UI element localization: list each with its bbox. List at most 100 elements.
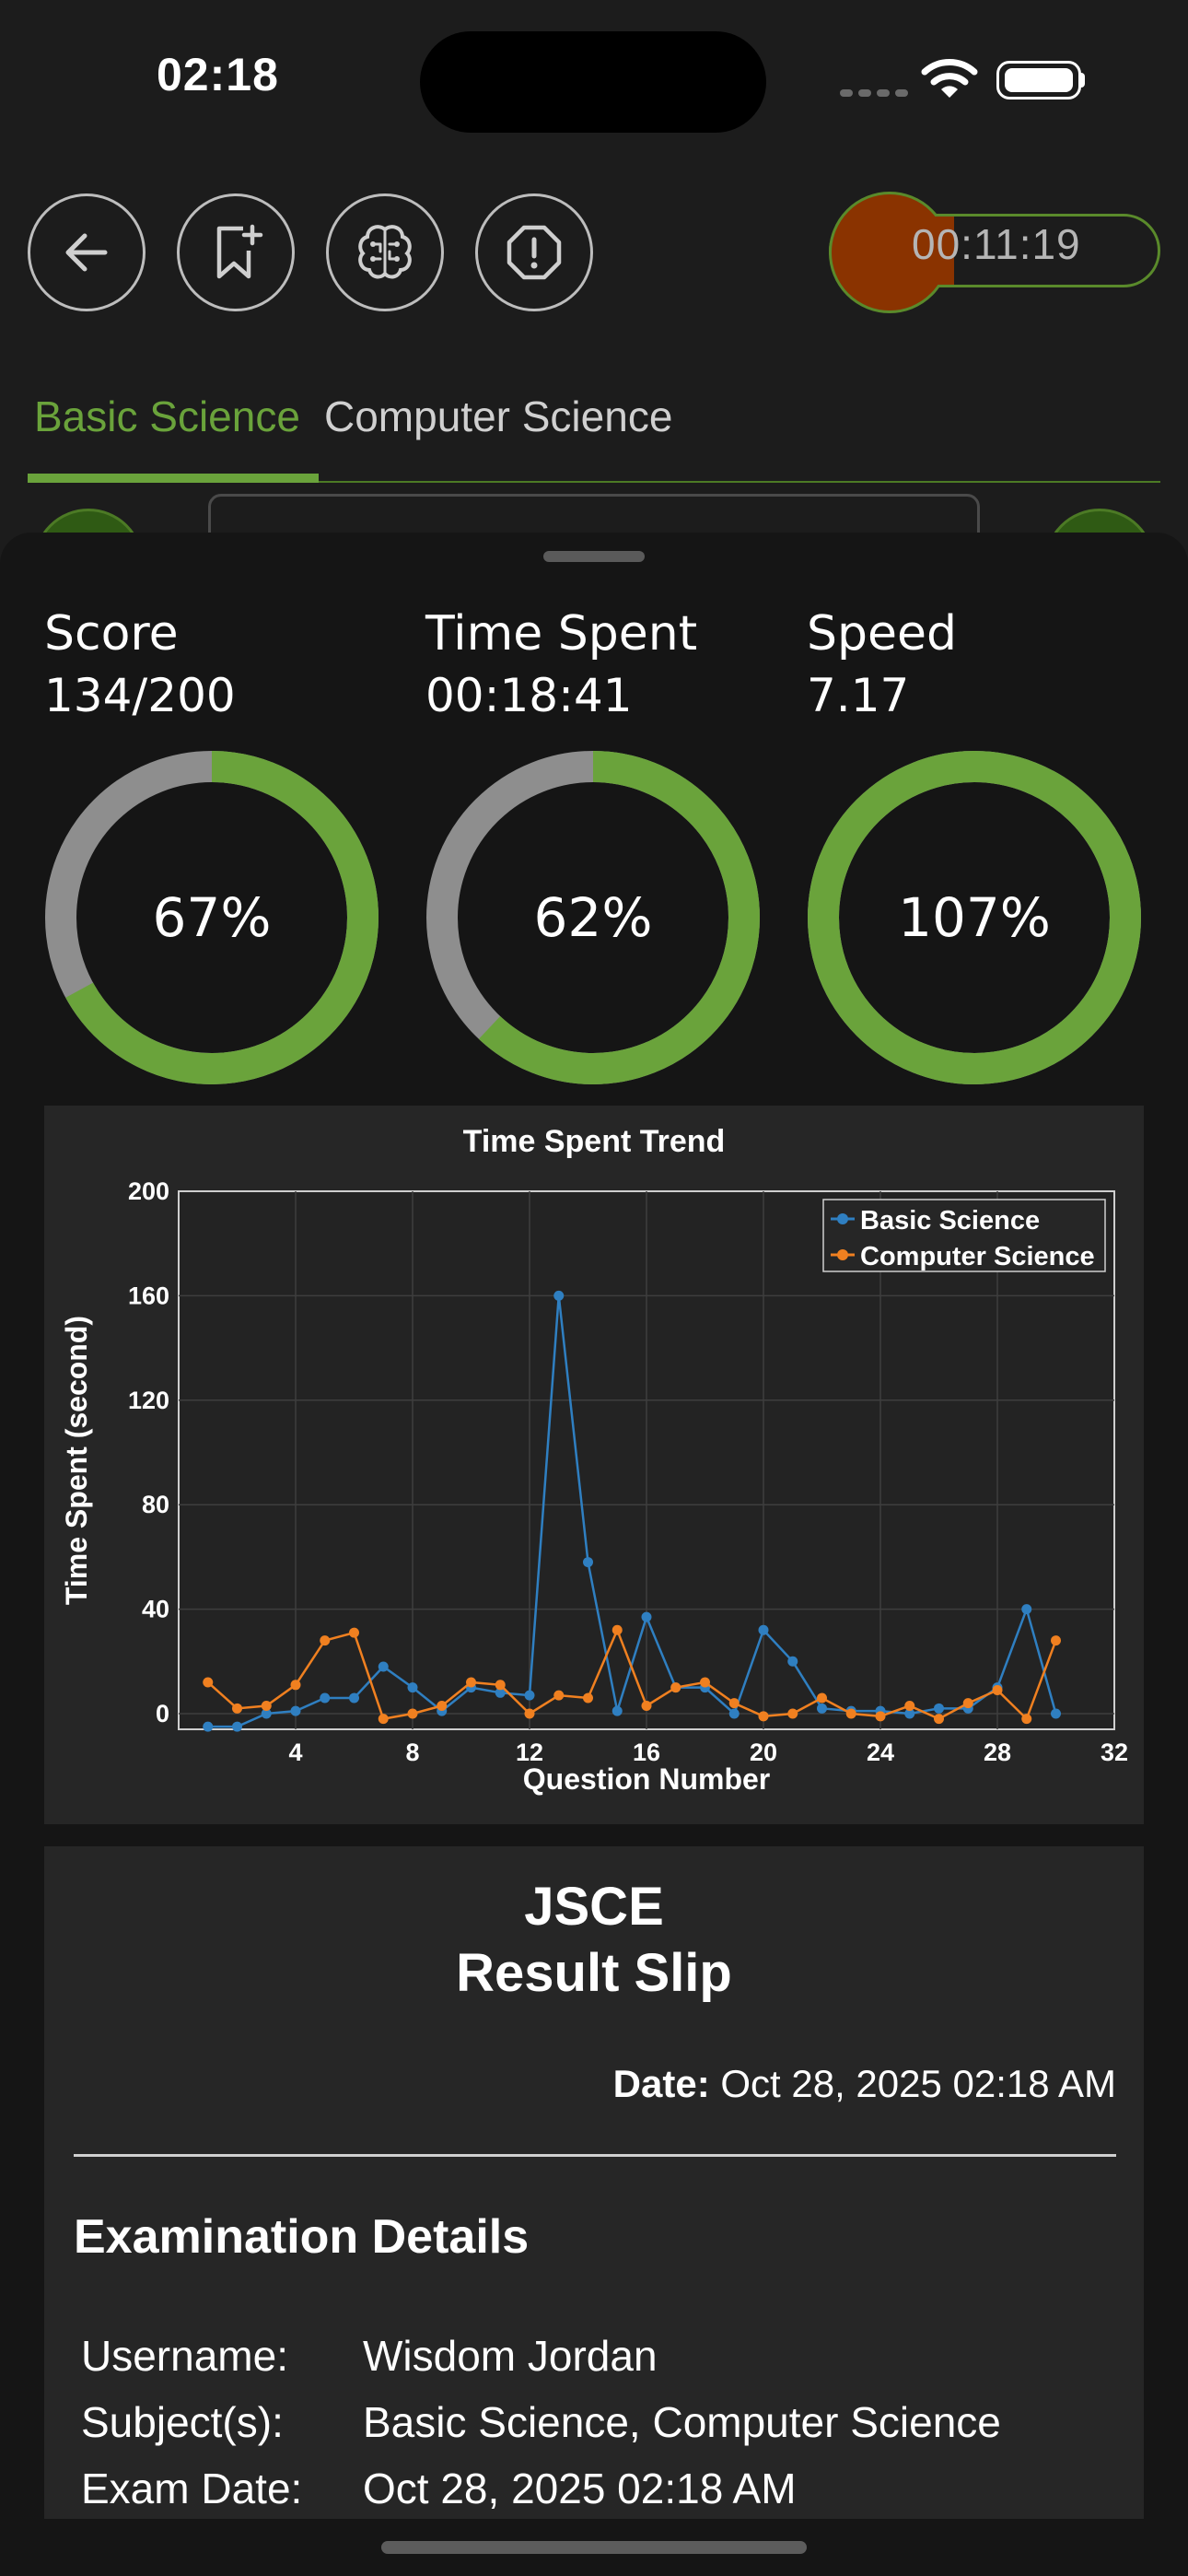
status-time: 02:18 [157, 49, 279, 100]
x-tick-label: 20 [750, 1739, 777, 1766]
exam-date-value: Oct 28, 2025 02:18 AM [363, 2465, 797, 2512]
data-point-series-1 [290, 1680, 301, 1691]
data-point-series-1 [758, 1711, 769, 1722]
x-tick-label: 12 [516, 1739, 543, 1766]
y-tick-label: 0 [156, 1700, 169, 1727]
data-point-series-1 [261, 1700, 272, 1711]
tab-active-indicator [28, 474, 319, 483]
score-label: Score [44, 606, 179, 662]
data-point-series-1 [1051, 1635, 1061, 1646]
score-donut: 67% [44, 750, 379, 1085]
time-spent-trend-card: Time Spent Trend 4 8 12 16 20 24 28 32 0 40 80 120 1… [44, 1106, 1144, 1824]
data-point-series-1 [875, 1711, 886, 1722]
bookmark-add-button[interactable] [177, 193, 295, 311]
bookmark-add-icon [216, 224, 263, 279]
data-point-series-0 [261, 1708, 272, 1719]
data-point-series-1 [407, 1708, 418, 1719]
battery-icon [996, 61, 1081, 100]
data-point-series-1 [232, 1703, 242, 1714]
data-point-series-0 [787, 1656, 798, 1667]
slip-date: Date: Oct 28, 2025 02:18 AM [613, 2062, 1116, 2106]
speed-percent: 107% [898, 886, 1051, 949]
speed-label: Speed [807, 606, 958, 662]
chart-legend: Basic Science Computer Science [822, 1199, 1106, 1272]
data-point-series-1 [845, 1708, 856, 1719]
tab-computer-science[interactable]: Computer Science [324, 392, 673, 440]
data-point-series-0 [232, 1721, 242, 1732]
time-spent-value: 00:18:41 [425, 669, 633, 722]
data-point-series-1 [378, 1714, 389, 1725]
score-value: 134/200 [44, 669, 236, 722]
data-point-series-1 [553, 1690, 565, 1701]
data-point-series-0 [1021, 1604, 1032, 1615]
dynamic-island [420, 31, 766, 133]
x-tick-label: 32 [1101, 1739, 1128, 1766]
data-point-series-1 [349, 1627, 359, 1638]
data-point-series-1 [787, 1708, 798, 1719]
data-point-series-0 [524, 1690, 535, 1701]
data-point-series-0 [758, 1624, 769, 1635]
data-point-series-0 [495, 1687, 506, 1698]
x-tick-label: 8 [405, 1739, 419, 1766]
username-value: Wisdom Jordan [363, 2332, 658, 2380]
data-point-series-0 [728, 1708, 740, 1719]
data-point-series-1 [524, 1708, 535, 1719]
username-label: Username: [81, 2332, 288, 2380]
brain-circuit-icon [358, 225, 412, 279]
alert-octagon-icon [507, 225, 562, 280]
y-tick-label: 80 [142, 1491, 169, 1518]
wifi-icon [921, 57, 978, 104]
home-indicator[interactable] [381, 2541, 807, 2554]
data-point-series-1 [495, 1680, 506, 1691]
data-point-series-0 [934, 1703, 944, 1714]
time-spent-label: Time Spent [425, 606, 698, 662]
sheet-drag-handle[interactable] [543, 551, 645, 562]
result-slip-card [44, 1846, 1144, 2519]
data-point-series-0 [203, 1721, 214, 1732]
time-spent-trend-chart: Time Spent Trend 4 8 12 16 20 24 28 32 0 40 80 120 1… [60, 1124, 1128, 1796]
data-point-series-0 [553, 1290, 565, 1301]
tab-basic-science[interactable]: Basic Science [34, 392, 300, 440]
data-point-series-1 [670, 1682, 681, 1693]
data-point-series-1 [320, 1635, 331, 1646]
data-point-series-1 [934, 1714, 944, 1725]
data-point-series-0 [349, 1692, 359, 1704]
data-point-series-1 [728, 1698, 740, 1709]
x-tick-label: 24 [867, 1739, 894, 1766]
chart-title: Time Spent Trend [463, 1124, 726, 1159]
timer-progress-fill [921, 217, 954, 285]
data-point-series-0 [904, 1708, 915, 1719]
tab-divider [28, 481, 1160, 483]
x-tick-label: 4 [288, 1739, 302, 1766]
back-button[interactable] [28, 193, 146, 311]
time-spent-percent: 62% [533, 886, 653, 949]
legend-basic-science: Basic Science [860, 1206, 1040, 1235]
y-tick-label: 160 [128, 1282, 169, 1309]
data-point-series-0 [407, 1682, 418, 1693]
slip-date-value: Oct 28, 2025 02:18 AM [720, 2062, 1116, 2105]
data-point-series-1 [992, 1684, 1003, 1695]
y-axis-label: Time Spent (second) [60, 1316, 93, 1605]
time-spent-donut: 62% [425, 750, 761, 1085]
score-percent: 67% [152, 886, 272, 949]
cellular-signal-icon [840, 85, 914, 101]
data-point-series-1 [611, 1624, 623, 1635]
data-point-series-0 [611, 1705, 623, 1716]
ai-brain-button[interactable] [326, 193, 444, 311]
data-point-series-1 [904, 1700, 915, 1711]
data-point-series-1 [466, 1677, 476, 1688]
legend-computer-science: Computer Science [860, 1242, 1095, 1271]
data-point-series-0 [320, 1692, 331, 1704]
speed-donut: 107% [807, 750, 1142, 1085]
legend-marker-computer-science [837, 1249, 848, 1260]
legend-marker-basic-science [837, 1213, 848, 1224]
data-point-series-1 [1021, 1714, 1032, 1725]
data-point-series-0 [583, 1557, 593, 1568]
subjects-value: Basic Science, Computer Science [363, 2398, 1001, 2446]
x-tick-label: 28 [984, 1739, 1011, 1766]
examination-details-heading: Examination Details [74, 2210, 530, 2264]
slip-subtitle: Result Slip [456, 1943, 732, 2003]
report-issue-button[interactable] [475, 193, 593, 311]
slip-divider [74, 2154, 1116, 2157]
data-point-series-1 [641, 1700, 652, 1711]
